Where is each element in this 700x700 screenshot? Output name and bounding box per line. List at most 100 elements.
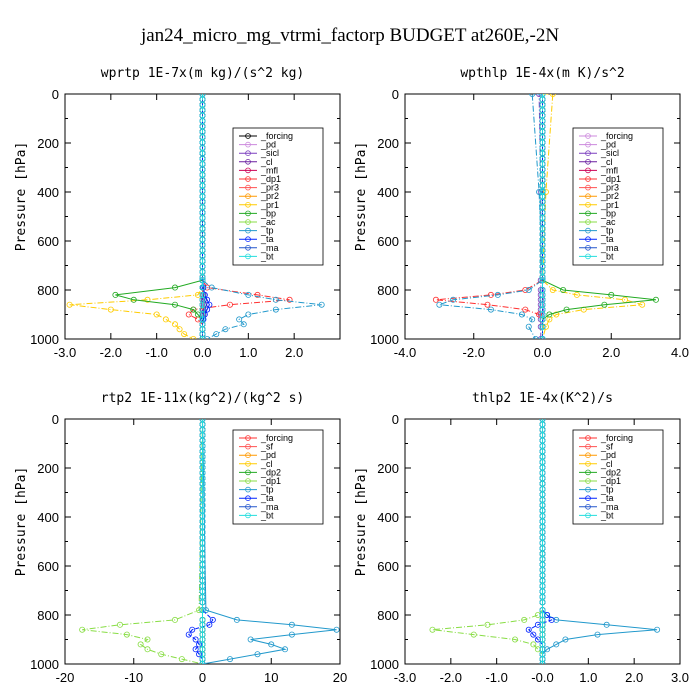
legend-marker [585, 503, 591, 510]
data-point [534, 621, 541, 628]
x-tick-label: 0.0 [193, 345, 211, 360]
y-tick-label: 200 [377, 461, 399, 476]
x-tick-label: -2.0 [100, 345, 122, 360]
legend-marker [585, 227, 591, 234]
x-tick-label: -10 [124, 670, 143, 685]
data-point [429, 626, 436, 633]
data-point [171, 321, 178, 328]
legend-label: _dp2 [600, 467, 621, 477]
data-point [272, 306, 279, 313]
legend-box [572, 429, 664, 525]
data-point [199, 599, 206, 606]
legend-marker [245, 176, 251, 182]
legend-label: _sicl [260, 148, 279, 158]
x-tick-label: -1.0 [145, 345, 167, 360]
legend-label: _pr1 [260, 200, 279, 210]
data-point [204, 296, 211, 303]
legend-marker [585, 236, 591, 243]
data-point [288, 631, 295, 638]
legend-label: _dp1 [260, 174, 281, 184]
legend-marker [245, 150, 251, 157]
x-tick-label: 10 [264, 670, 278, 685]
data-point [236, 316, 243, 323]
y-tick-label: 1000 [370, 332, 399, 347]
data-point [254, 651, 261, 658]
legend-label: _tp [260, 485, 274, 495]
data-point [213, 331, 220, 338]
y-tick-label: 200 [37, 136, 59, 151]
data-point [522, 306, 529, 313]
data-point [573, 291, 580, 298]
series-line-sicl [538, 94, 543, 339]
series-markers-bt [199, 419, 206, 664]
data-point [562, 636, 569, 643]
series-group [66, 94, 325, 339]
legend: _forcing_sf_pd_cl_dp2_dp1_tp_ta_ma_bt [232, 429, 324, 525]
legend-label: _ta [260, 493, 274, 503]
x-tick-label: -20 [56, 670, 75, 685]
y-tick-label: 600 [37, 234, 59, 249]
data-point [525, 626, 532, 633]
legend-marker [245, 486, 251, 493]
series-line-bp [115, 94, 203, 339]
data-point [544, 612, 551, 619]
data-point [199, 277, 206, 284]
y-tick-label: 200 [377, 136, 399, 151]
data-point [176, 326, 183, 333]
legend-label: _bp [600, 208, 616, 218]
x-tick-label: 2.0 [625, 670, 643, 685]
data-point [512, 636, 519, 643]
legend-label: _dp2 [260, 467, 281, 477]
series-markers-dp1 [429, 419, 546, 664]
data-point [199, 284, 206, 291]
data-point [206, 621, 213, 628]
legend-marker [585, 443, 591, 450]
legend-label: _pr1 [600, 200, 619, 210]
data-point [181, 331, 188, 338]
legend-marker [245, 184, 251, 191]
y-tick-label: 0 [52, 87, 59, 102]
data-point [79, 626, 86, 633]
legend-label: _pr2 [600, 191, 619, 201]
data-point [233, 616, 240, 623]
x-tick-label: -2.0 [440, 670, 462, 685]
y-tick-label: 200 [37, 461, 59, 476]
legend-label: _ta [600, 234, 614, 244]
legend-marker [245, 245, 251, 251]
data-point [539, 94, 546, 97]
data-point [539, 316, 546, 323]
data-point [204, 306, 211, 313]
series-markers-bt [199, 94, 206, 339]
legend-label: _dp1 [600, 174, 621, 184]
x-tick-label: 20 [333, 670, 347, 685]
series-markers-pr1 [66, 94, 206, 339]
legend-label: _ac [260, 217, 276, 227]
legend-marker [245, 202, 251, 208]
data-point [171, 301, 178, 308]
data-point [530, 631, 537, 638]
data-point [542, 323, 549, 330]
y-axis-label: Pressure [hPa] [354, 142, 369, 252]
data-point [222, 326, 229, 333]
data-point [272, 296, 279, 303]
data-point [521, 616, 528, 623]
data-point [199, 661, 206, 664]
y-tick-label: 400 [377, 510, 399, 525]
y-tick-label: 1000 [30, 332, 59, 347]
legend-label: _pd [600, 140, 616, 150]
data-point [171, 616, 178, 623]
data-point [549, 286, 556, 293]
data-point [204, 284, 211, 291]
data-point [525, 323, 532, 330]
series-line-tp [202, 94, 322, 339]
legend-marker [245, 495, 251, 502]
data-point [245, 311, 252, 318]
legend-marker [245, 469, 251, 476]
legend-label: _ac [600, 217, 616, 227]
x-tick-label: 3.0 [671, 670, 689, 685]
series-markers-dp1 [79, 419, 206, 664]
legend-marker [585, 452, 591, 459]
data-point [487, 306, 494, 313]
data-point [206, 301, 213, 308]
legend-label: _forcing [260, 131, 293, 141]
